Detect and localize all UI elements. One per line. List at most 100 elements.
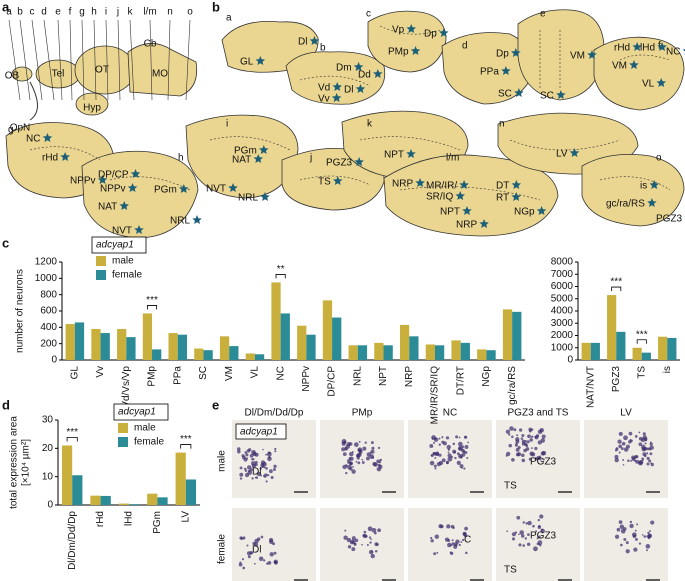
stain-dot — [265, 467, 268, 470]
star-marker — [656, 78, 666, 87]
x-tick-label: TS — [636, 366, 647, 379]
legend-swatch — [96, 270, 106, 280]
bar — [118, 503, 129, 505]
stain-dot — [638, 442, 643, 447]
stain-dot — [239, 466, 243, 470]
star-marker — [253, 154, 263, 163]
stain-dot — [430, 453, 434, 457]
stain-dot — [273, 551, 277, 555]
star-marker — [415, 178, 425, 187]
section-line — [117, 19, 121, 101]
stain-dot — [453, 544, 458, 549]
stain-dot — [511, 532, 517, 537]
significance-label: *** — [66, 427, 78, 438]
star-marker — [511, 48, 521, 57]
section-letter: f — [69, 7, 72, 18]
stain-dot — [429, 444, 434, 448]
stain-dot — [342, 452, 347, 457]
stain-dot — [527, 520, 532, 526]
bar — [61, 445, 73, 505]
stain-dot — [361, 461, 365, 464]
x-tick-label: GL — [70, 366, 81, 380]
stain-dot — [521, 433, 525, 438]
bar — [168, 333, 178, 360]
section-letter: o — [656, 153, 662, 164]
stain-dot — [250, 461, 256, 466]
bar — [477, 349, 487, 360]
section-letter: l/m — [143, 7, 156, 18]
stain-dot — [366, 543, 369, 547]
stain-dot — [363, 530, 367, 534]
x-tick-label: VM — [224, 366, 235, 381]
x-tick-label: SC — [198, 366, 209, 380]
stain-dot — [623, 537, 627, 542]
significance-bracket — [275, 274, 286, 279]
stain-dot — [464, 435, 467, 438]
region-label: NPPv — [100, 184, 126, 195]
section-letter: n — [499, 119, 505, 130]
stain-dot — [541, 434, 546, 439]
region-label: Vd — [318, 83, 330, 94]
stain-dot — [623, 447, 629, 452]
stain-dot — [464, 450, 468, 455]
stain-dot — [463, 533, 468, 538]
region-label: MR/IR/ — [426, 181, 457, 192]
legend-title: adcyap1 — [96, 240, 134, 251]
stain-dot — [614, 534, 620, 539]
stain-dot — [534, 446, 538, 451]
bar — [332, 317, 342, 360]
y-tick-label: 20 — [42, 443, 54, 454]
x-tick-label: DP/CP — [327, 366, 338, 397]
stain-dot — [531, 435, 534, 438]
region-label: Vp — [392, 25, 405, 36]
stain-dot — [632, 534, 637, 538]
stain-dot — [441, 436, 444, 439]
stain-dot — [245, 469, 248, 472]
bar — [383, 345, 393, 360]
bar — [245, 353, 255, 360]
stain-dot — [357, 448, 362, 453]
stain-dot — [371, 527, 377, 533]
stain-dot — [267, 474, 270, 477]
section-letter: g — [8, 125, 14, 136]
stain-dot — [617, 439, 622, 444]
stain-dot — [244, 451, 248, 454]
section-letter: b — [320, 43, 326, 54]
gene-label: adcyap1 — [240, 427, 278, 438]
stain-dot — [357, 461, 361, 465]
legend-title: adcyap1 — [118, 407, 156, 418]
bar — [280, 313, 290, 360]
stain-dot — [450, 544, 453, 547]
bar — [271, 282, 281, 360]
legend-title-box — [113, 403, 169, 421]
stain-dot — [272, 542, 275, 546]
stain-dot — [434, 467, 437, 470]
bar — [434, 345, 445, 360]
stain-dot — [542, 458, 545, 461]
stain-dot — [266, 562, 269, 565]
brain-label: MO — [152, 69, 168, 80]
micrograph-label: Dl — [252, 467, 261, 478]
region-label: PMp — [388, 47, 409, 58]
stain-dot — [630, 459, 633, 462]
stain-dot — [636, 523, 639, 526]
stain-dot — [532, 524, 535, 528]
star-marker — [455, 191, 465, 200]
y-tick-label: 5000 — [551, 293, 574, 304]
stain-dot — [614, 454, 619, 459]
stain-dot — [267, 560, 272, 565]
y-tick-label: 8000 — [551, 257, 574, 268]
region-label: PGZ3 — [656, 214, 683, 225]
stain-dot — [461, 538, 465, 542]
stain-dot — [347, 545, 352, 549]
stain-dot — [349, 540, 354, 545]
stain-dot — [460, 541, 463, 543]
stain-dot — [242, 536, 246, 540]
stain-dot — [451, 542, 455, 546]
star-marker — [255, 56, 266, 65]
stain-dot — [647, 531, 650, 535]
stain-dot — [355, 460, 358, 463]
stain-dot — [649, 441, 652, 444]
region-label: NRP — [392, 179, 413, 190]
